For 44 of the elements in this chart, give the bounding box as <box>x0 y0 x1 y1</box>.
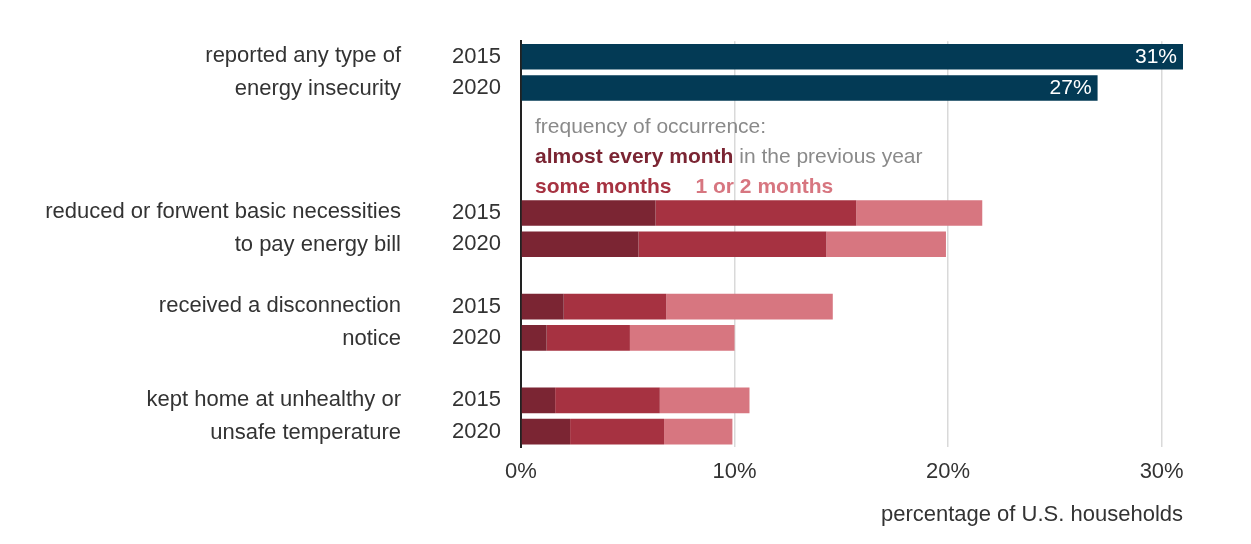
bar <box>570 418 665 445</box>
bar <box>521 231 639 258</box>
series-label: 1 or 2 months <box>695 174 834 198</box>
bar <box>655 200 857 226</box>
text: kept home at unhealthy or unsafe temperature <box>146 385 401 444</box>
text: reduced or forwent basic necessities to pay energy bill <box>45 198 401 257</box>
x-tick-label: 0% <box>505 458 537 484</box>
bar <box>521 418 571 445</box>
text: received a disconnection notice <box>158 291 401 350</box>
bar <box>629 325 735 351</box>
y-tick-label: 2020 <box>452 323 501 349</box>
x-tick-label: 30% <box>1139 458 1184 484</box>
bar <box>856 200 983 226</box>
bar <box>826 231 946 258</box>
data-label: 27% <box>1049 74 1092 98</box>
annotation: in the previous year <box>733 144 923 168</box>
bar <box>563 293 667 320</box>
y-tick-label: 2015 <box>452 292 501 318</box>
bar <box>521 325 547 351</box>
x-tick-label: 10% <box>712 458 757 484</box>
x-tick-label: 20% <box>926 458 971 484</box>
bar <box>659 387 750 414</box>
bar <box>521 44 1183 70</box>
series-label: some months <box>535 174 672 198</box>
y-tick-label: 2015 <box>452 42 501 68</box>
y-tick-label: 2020 <box>452 74 501 100</box>
y-tick-label: 2020 <box>452 417 501 443</box>
text: reported any type of energy insecurity <box>205 41 402 100</box>
bar <box>638 231 827 258</box>
y-tick-label: 2020 <box>452 230 501 256</box>
data-label: 31% <box>1134 43 1177 67</box>
y-tick-label: 2015 <box>452 199 501 225</box>
bar <box>521 293 564 320</box>
series-label: almost every month <box>535 144 734 168</box>
bar <box>521 387 556 414</box>
bar <box>521 75 1098 101</box>
x-axis-title: percentage of U.S. households <box>880 500 1183 526</box>
bar <box>664 418 733 445</box>
bar <box>666 293 833 320</box>
bar <box>521 200 656 226</box>
legend-title: frequency of occurrence: <box>535 114 767 138</box>
bar <box>546 325 630 351</box>
bar <box>555 387 660 414</box>
y-tick-label: 2015 <box>452 386 501 412</box>
